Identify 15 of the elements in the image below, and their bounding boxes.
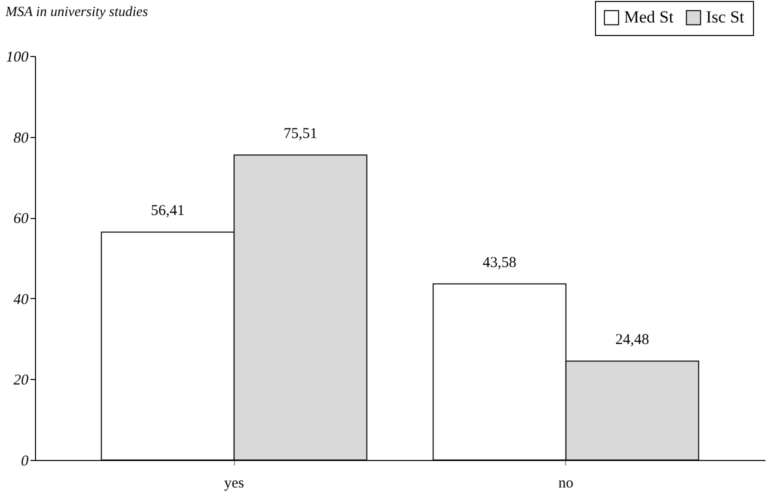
- legend-label: Isc St: [706, 8, 745, 27]
- data-label: 56,41: [150, 203, 185, 220]
- y-tick-label: 40: [14, 292, 29, 308]
- legend-label: Med St: [624, 8, 674, 27]
- data-label: 24,48: [615, 332, 650, 348]
- x-tick-label: yes: [224, 476, 244, 492]
- data-label: 43,58: [482, 254, 516, 271]
- x-tick-label: no: [558, 476, 574, 492]
- y-tick-label: 0: [21, 454, 29, 470]
- chart-title: MSA in university studies: [4, 5, 148, 20]
- y-tick-label: 20: [14, 372, 29, 389]
- y-tick-label: 60: [14, 211, 29, 228]
- y-tick-label: 100: [6, 50, 29, 66]
- y-tick-label: 80: [14, 130, 29, 146]
- data-label: 75,51: [284, 126, 318, 142]
